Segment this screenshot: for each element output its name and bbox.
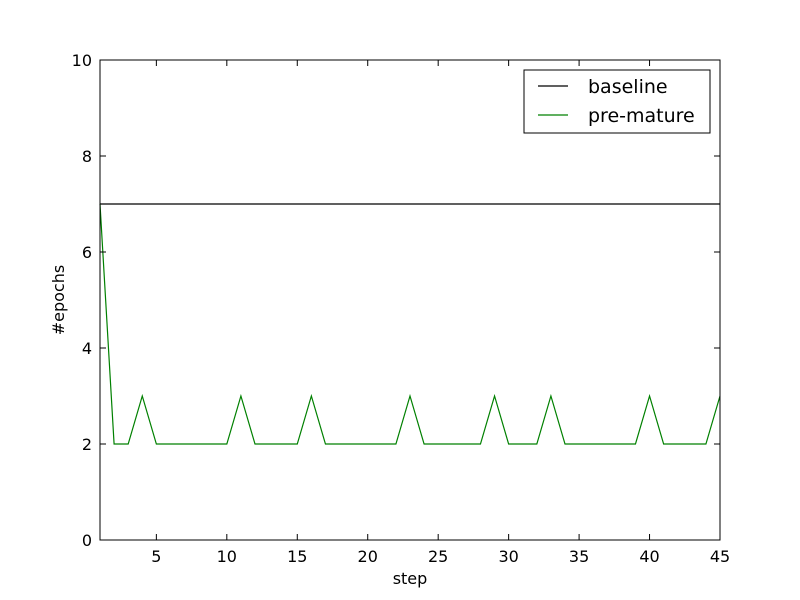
x-tick-label: 30 <box>498 547 518 566</box>
y-tick-label: 8 <box>82 147 92 166</box>
x-tick-label: 35 <box>569 547 589 566</box>
series-line-1 <box>99 203 721 445</box>
y-tick-label: 10 <box>72 51 92 70</box>
plot-frame <box>99 59 721 541</box>
y-axis-label: #epochs <box>49 265 68 335</box>
y-tick-label: 6 <box>82 243 92 262</box>
legend: baseline pre-mature <box>523 69 711 134</box>
series-lines <box>99 203 721 445</box>
y-tick-label: 4 <box>82 339 92 358</box>
x-axis-ticks: 5 10 15 20 25 30 35 40 45 <box>151 60 730 566</box>
x-tick-label: 45 <box>710 547 730 566</box>
x-tick-label: 10 <box>217 547 237 566</box>
y-tick-label: 2 <box>82 435 92 454</box>
x-tick-label: 5 <box>151 547 161 566</box>
x-tick-label: 15 <box>287 547 307 566</box>
y-tick-label: 0 <box>82 531 92 550</box>
x-tick-label: 20 <box>358 547 378 566</box>
legend-label: baseline <box>588 76 668 98</box>
legend-box <box>523 69 711 134</box>
x-axis-label: step <box>393 569 428 588</box>
y-axis-ticks: 0 2 4 6 8 10 <box>72 51 720 550</box>
x-tick-label: 25 <box>428 547 448 566</box>
x-tick-label: 40 <box>639 547 659 566</box>
legend-label: pre-mature <box>588 105 695 127</box>
